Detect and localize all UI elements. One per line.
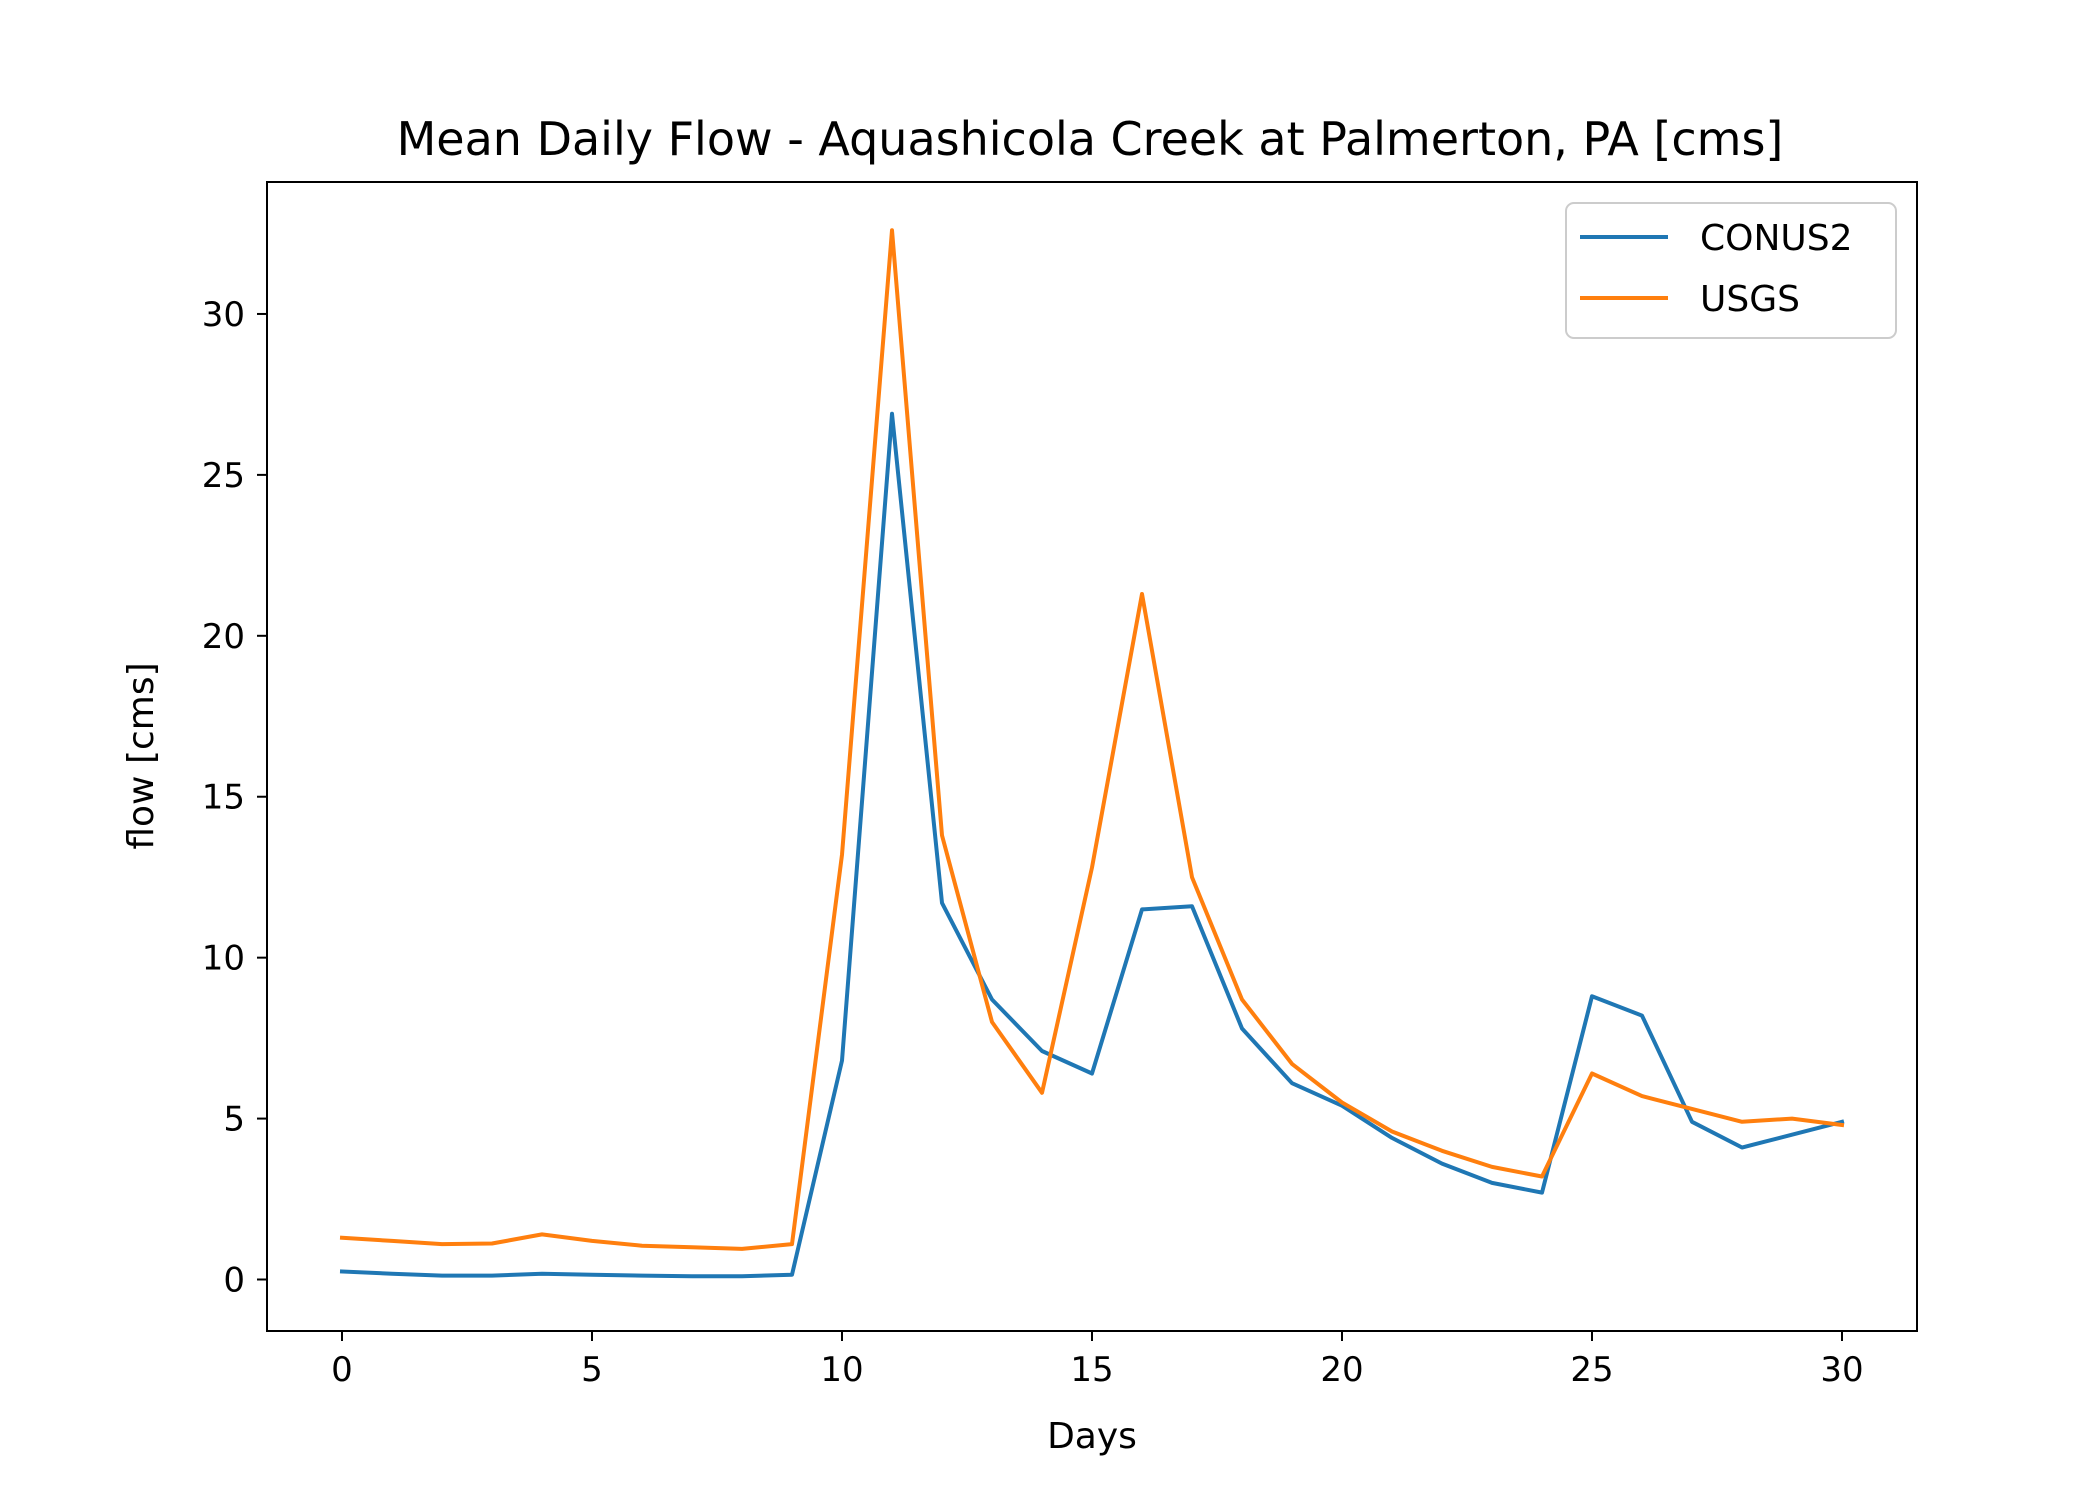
x-tick-label: 25: [1570, 1350, 1613, 1390]
y-tick-label: 20: [202, 617, 245, 657]
x-tick-label: 5: [581, 1350, 603, 1390]
x-axis-label: Days: [1047, 1416, 1137, 1457]
x-tick-label: 0: [331, 1350, 353, 1390]
legend-items: CONUS2 USGS: [1580, 218, 1853, 320]
legend-label: CONUS2: [1700, 218, 1853, 259]
y-axis: 0 5 10 15 20 25 30: [202, 295, 267, 1301]
series-line-conus2: [339, 411, 1845, 1279]
y-axis-label: flow [cms]: [121, 662, 162, 849]
x-tick-label: 30: [1820, 1350, 1863, 1390]
y-tick-label: 25: [202, 456, 245, 496]
y-tick-label: 30: [202, 295, 245, 335]
y-tick-label: 15: [202, 778, 245, 818]
x-tick-label: 10: [820, 1350, 863, 1390]
legend: CONUS2 USGS: [1565, 202, 1897, 339]
legend-label: USGS: [1700, 279, 1800, 320]
x-tick-label: 20: [1320, 1350, 1363, 1390]
y-tick-label: 10: [202, 939, 245, 979]
series-line-usgs: [339, 228, 1845, 1251]
plot-area: [339, 228, 1845, 1279]
y-tick-label: 0: [223, 1261, 245, 1301]
chart-title: Mean Daily Flow - Aquashicola Creek at P…: [397, 112, 1784, 166]
x-tick-label: 15: [1070, 1350, 1113, 1390]
x-axis: 0 5 10 15 20 25 30: [331, 1331, 1864, 1390]
y-tick-label: 5: [223, 1100, 245, 1140]
